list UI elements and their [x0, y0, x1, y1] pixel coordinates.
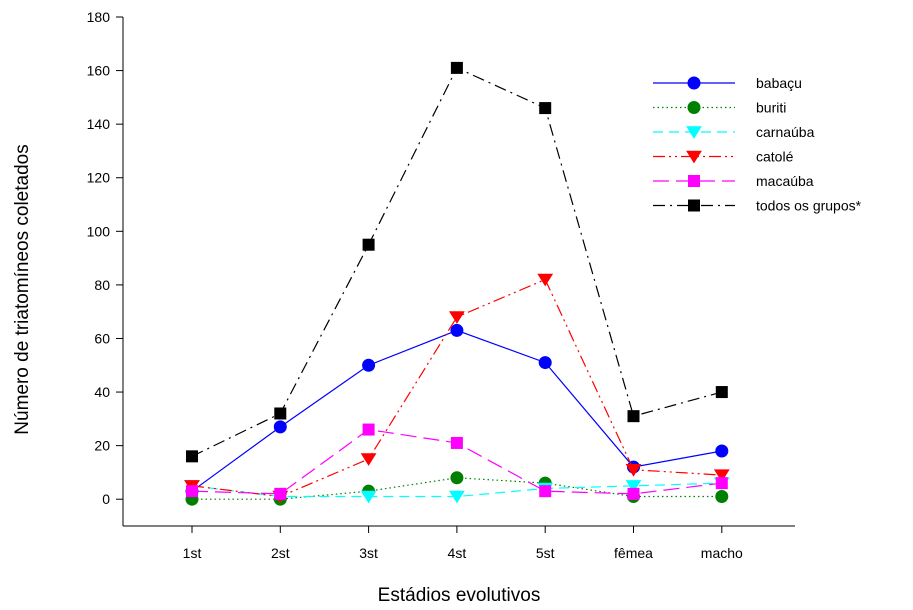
data-point-maca-ba: [715, 477, 728, 490]
data-point-maca-ba: [362, 423, 375, 436]
data-point-baba-u: [538, 356, 552, 370]
data-point-todos-os-grupos: [539, 102, 552, 115]
legend-label-todos-os-grupos: todos os grupos*: [756, 198, 862, 214]
legend-label-maca-ba: macaúba: [756, 173, 814, 189]
data-point-todos-os-grupos: [715, 386, 728, 399]
x-axis-title: Estádios evolutivos: [378, 585, 541, 606]
data-point-carna-ba: [360, 490, 377, 504]
y-tick-label: 100: [87, 223, 111, 239]
y-tick-label: 160: [87, 63, 111, 79]
y-tick-label: 40: [94, 384, 110, 400]
x-tick-label: 2st: [271, 545, 290, 561]
data-point-maca-ba: [627, 487, 640, 500]
series-line-todos-os-grupos: [191, 67, 722, 457]
data-point-maca-ba: [450, 436, 463, 449]
legend: babaçu buriti carnaúba catolé macaúba todos o…: [653, 75, 862, 214]
legend-marker-todos-os-grupos: [688, 199, 700, 212]
data-point-buriti: [715, 490, 729, 504]
x-tick-label: 1st: [183, 545, 202, 561]
data-point-maca-ba: [186, 485, 198, 498]
data-point-baba-u: [450, 323, 464, 337]
legend-label-catol: catolé: [756, 149, 794, 165]
y-tick-label: 60: [94, 330, 110, 346]
legend-marker-carna-ba: [686, 126, 702, 139]
data-point-baba-u: [362, 358, 376, 372]
x-tick-label: 5st: [536, 545, 555, 561]
y-tick-label: 180: [87, 9, 111, 25]
data-point-buriti: [450, 471, 464, 485]
legend-marker-baba-u: [687, 76, 701, 90]
series-line-baba-u: [191, 329, 722, 492]
data-point-baba-u: [715, 444, 729, 458]
legend-marker-maca-ba: [688, 175, 700, 187]
x-tick-label: 4st: [448, 545, 467, 561]
legend-label-carna-ba: carnaúba: [756, 124, 815, 140]
y-tick-label: 0: [102, 491, 110, 507]
y-tick-label: 20: [94, 438, 110, 454]
x-tick-label: fêmea: [614, 545, 653, 561]
data-point-todos-os-grupos: [450, 61, 463, 74]
y-tick-label: 120: [87, 170, 111, 186]
data-point-carna-ba: [448, 490, 465, 504]
data-point-todos-os-grupos: [362, 238, 375, 251]
legend-marker-buriti: [687, 101, 701, 114]
data-point-maca-ba: [274, 487, 287, 500]
y-tick-label: 140: [87, 116, 111, 132]
data-point-todos-os-grupos: [186, 450, 198, 463]
plot-area: [184, 61, 730, 506]
axes: 0 20 40 60 80 100 120 140 160 180 1st 2st 3st 4st 5st f…: [87, 9, 795, 561]
data-point-catol: [360, 453, 377, 466]
data-point-catol: [537, 273, 554, 287]
data-point-catol: [625, 463, 642, 477]
legend-marker-catol: [686, 150, 702, 164]
x-tick-label: macho: [701, 545, 743, 561]
y-axis-title: Número de triatomíneos coletados: [12, 144, 33, 434]
data-point-todos-os-grupos: [627, 410, 640, 423]
legend-label-baba-u: babaçu: [756, 75, 802, 91]
data-point-catol: [448, 311, 465, 324]
x-tick-label: 3st: [359, 545, 378, 561]
data-point-maca-ba: [539, 485, 552, 498]
data-point-baba-u: [273, 420, 287, 434]
data-point-todos-os-grupos: [274, 407, 287, 420]
y-tick-label: 80: [94, 277, 110, 293]
data-point-carna-ba: [625, 480, 642, 493]
legend-label-buriti: buriti: [756, 100, 786, 116]
data-point-catol: [713, 469, 730, 482]
